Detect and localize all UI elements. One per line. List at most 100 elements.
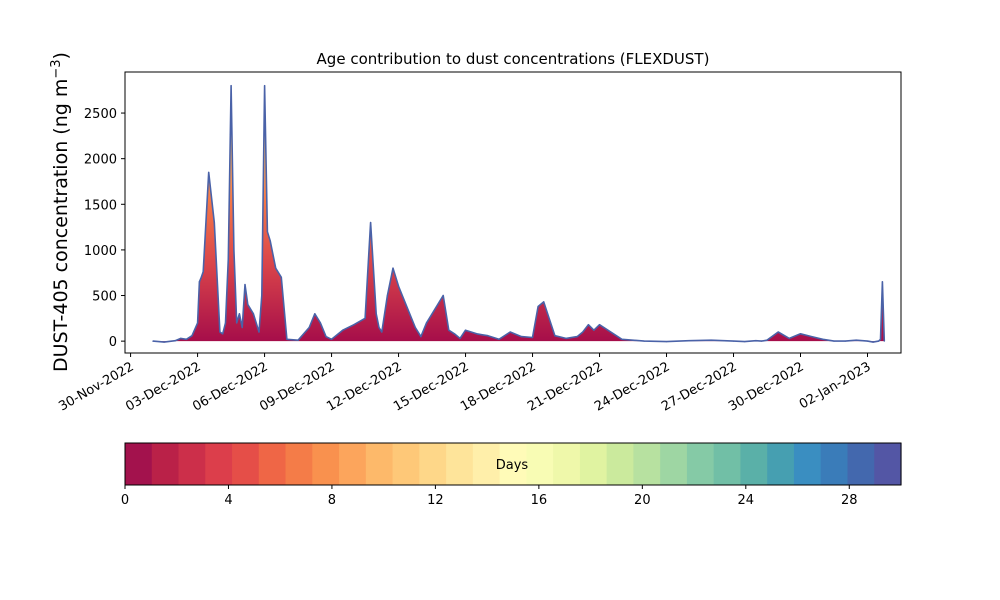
- data-point: [509, 331, 511, 333]
- y-tick-label: 500: [92, 290, 117, 305]
- y-tick-label: 0: [109, 335, 117, 350]
- data-point: [378, 326, 380, 329]
- data-point: [381, 331, 383, 333]
- data-point: [227, 258, 229, 260]
- data-point: [174, 340, 176, 342]
- data-point: [364, 317, 366, 319]
- data-point: [238, 313, 240, 315]
- data-point: [370, 221, 372, 224]
- data-point: [258, 331, 260, 333]
- data-point: [185, 338, 187, 340]
- data-point: [269, 240, 271, 242]
- colorbar-frame: [124, 442, 902, 486]
- y-tick-label: 2000: [84, 153, 117, 168]
- x-tick-label: 03-Dec-2022: [123, 359, 203, 414]
- data-point: [531, 336, 534, 339]
- chart-title: Age contribution to dust concentrations …: [317, 50, 710, 68]
- data-point: [219, 331, 221, 333]
- data-point: [879, 338, 882, 340]
- data-point: [375, 313, 377, 315]
- colorbar-segment: [660, 443, 688, 485]
- colorbar-tick-label: 0: [121, 493, 129, 508]
- y-axis-label-close: ): [50, 52, 72, 59]
- colorbar-segment: [285, 443, 313, 485]
- data-point: [409, 313, 411, 315]
- total-line-layer: [152, 84, 886, 343]
- colorbar-tick-label: 24: [738, 493, 755, 508]
- data-point: [386, 294, 388, 297]
- colorbar-segment: [847, 443, 875, 485]
- colorbar-segment: [633, 443, 661, 485]
- colorbar-segment: [232, 443, 260, 485]
- colorbar-segment: [125, 443, 153, 485]
- data-point: [331, 338, 333, 340]
- data-point: [760, 340, 763, 342]
- data-point: [799, 333, 802, 335]
- data-point: [844, 340, 846, 342]
- data-point: [414, 326, 416, 329]
- colorbar-segment: [606, 443, 635, 485]
- y-axis-label-text: DUST-405 concentration (ng m: [50, 79, 72, 372]
- x-tick-label: 24-Dec-2022: [592, 359, 672, 414]
- data-point: [280, 276, 282, 278]
- colorbar-segment: [579, 443, 608, 485]
- data-point: [744, 341, 746, 343]
- data-point: [425, 322, 428, 324]
- y-axis: 0 500 1000 1500 2000 2500: [84, 107, 125, 350]
- data-point: [230, 85, 232, 87]
- data-point: [448, 329, 450, 331]
- colorbar-segment: [392, 443, 420, 485]
- data-point: [224, 322, 227, 324]
- colorbar-label: Days: [496, 458, 529, 473]
- data-point: [431, 313, 433, 315]
- x-tick-label: 15-Dec-2022: [391, 359, 471, 414]
- data-point: [308, 326, 310, 329]
- data-point: [241, 326, 243, 329]
- colorbar-tick-label: 16: [531, 493, 548, 508]
- x-tick-label: 12-Dec-2022: [324, 359, 404, 414]
- data-point: [152, 340, 154, 342]
- data-point: [266, 231, 268, 233]
- y-tick-label: 2500: [84, 107, 117, 122]
- data-point: [878, 340, 880, 342]
- data-point: [247, 304, 249, 306]
- data-point: [286, 338, 288, 340]
- data-point: [537, 305, 539, 308]
- data-point: [325, 336, 327, 338]
- data-point: [213, 221, 215, 224]
- data-point: [342, 329, 344, 331]
- y-tick-label: 1500: [84, 198, 117, 213]
- data-point: [755, 340, 757, 342]
- data-point: [593, 329, 595, 331]
- plot-frame: [124, 71, 902, 354]
- data-point: [554, 335, 556, 337]
- total-concentration-line: [152, 84, 886, 343]
- data-point: [688, 340, 690, 342]
- colorbar-segment: [499, 443, 527, 485]
- data-point: [200, 276, 202, 278]
- data-point: [833, 340, 835, 342]
- colorbar-segment: [553, 443, 581, 485]
- data-point: [587, 324, 590, 326]
- data-point: [732, 340, 735, 342]
- colorbar-segment: [713, 443, 742, 485]
- x-tick-label: 27-Dec-2022: [659, 359, 739, 414]
- data-point: [453, 333, 455, 335]
- colorbar-segment: [767, 443, 795, 485]
- colorbar-segment: [446, 443, 474, 485]
- data-point: [464, 329, 467, 331]
- data-point: [261, 294, 263, 297]
- data-point: [822, 338, 824, 340]
- colorbar-segment: [365, 443, 394, 485]
- data-point: [319, 322, 321, 324]
- data-point: [197, 322, 199, 324]
- colorbar-segment: [820, 443, 849, 485]
- colorbar-segment: [472, 443, 501, 485]
- data-point: [420, 336, 422, 338]
- colorbar-tick-label: 12: [427, 493, 444, 508]
- colorbar-tick-label: 20: [634, 493, 651, 508]
- colorbar-segment: [793, 443, 822, 485]
- colorbar-tick-label: 4: [224, 493, 232, 508]
- x-tick-label: 18-Dec-2022: [458, 359, 538, 414]
